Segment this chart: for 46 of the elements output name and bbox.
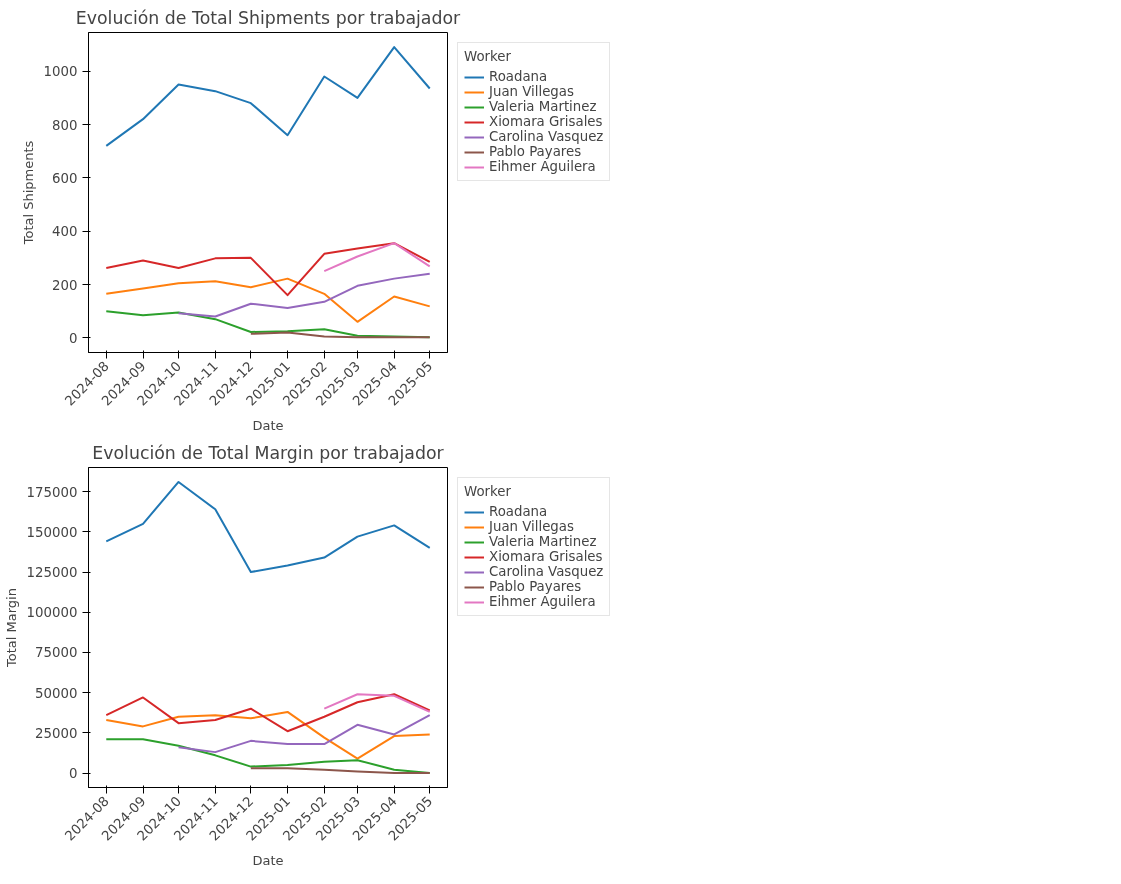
y-tick-label: 200 — [52, 277, 78, 293]
y-tick-label: 50000 — [35, 685, 78, 701]
y-axis-title: Total Margin — [3, 588, 19, 668]
y-tick-label: 75000 — [35, 645, 78, 661]
y-tick-label: 125000 — [26, 565, 78, 581]
y-axis-title: Total Shipments — [20, 140, 36, 246]
chart-title: Evolución de Total Shipments por trabajador — [75, 7, 462, 28]
legend-label: Pablo Payares — [489, 579, 582, 594]
y-tick-label: 0 — [69, 766, 78, 782]
line-series — [323, 693, 431, 713]
line-series — [177, 714, 431, 754]
x-axis-title: Date — [252, 417, 284, 433]
y-tick-label: 100000 — [26, 605, 78, 621]
line-series — [323, 242, 431, 273]
legend-label: Juan Villegas — [489, 84, 574, 99]
legend-label: Roadana — [489, 504, 548, 519]
line-series — [105, 46, 431, 147]
line-series — [105, 693, 431, 733]
y-tick-label: 150000 — [26, 524, 78, 540]
legend-label: Eihmer Aguilera — [489, 159, 596, 174]
y-tick-label: 25000 — [35, 725, 78, 741]
legend-label: Pablo Payares — [489, 144, 582, 159]
line-series — [177, 272, 431, 318]
legend-title: Worker — [464, 484, 512, 499]
legend-label: Carolina Vasquez — [489, 129, 604, 144]
legend-label: Valeria Martinez — [489, 534, 597, 549]
y-tick-label: 1000 — [43, 64, 78, 80]
legend-label: Xiomara Grisales — [489, 114, 603, 129]
legend-label: Xiomara Grisales — [489, 549, 603, 564]
line-series — [105, 242, 431, 297]
legend-label: Roadana — [489, 69, 548, 84]
y-tick-label: 400 — [52, 224, 78, 240]
y-tick-label: 175000 — [26, 484, 78, 500]
x-axis-title: Date — [252, 852, 284, 868]
line-series — [105, 480, 431, 574]
legend-label: Valeria Martinez — [489, 99, 597, 114]
legend-label: Juan Villegas — [489, 519, 574, 534]
y-tick-label: 600 — [52, 170, 78, 186]
legend-label: Carolina Vasquez — [489, 564, 604, 579]
line-series — [105, 277, 431, 323]
line-series — [105, 710, 431, 760]
legend-label: Eihmer Aguilera — [489, 594, 596, 609]
y-tick-label: 800 — [52, 117, 78, 133]
chart-title: Evolución de Total Margin por trabajador — [92, 442, 445, 463]
y-tick-label: 0 — [69, 330, 78, 346]
legend-title: Worker — [464, 49, 512, 64]
